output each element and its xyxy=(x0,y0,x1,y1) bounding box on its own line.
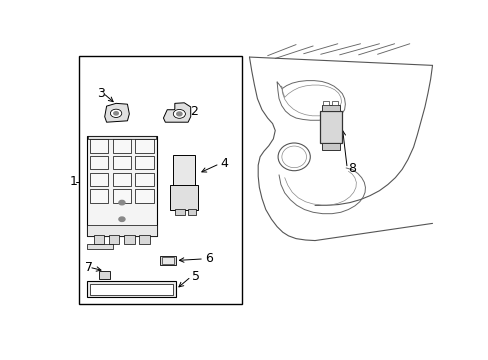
Ellipse shape xyxy=(278,143,310,171)
Bar xyxy=(90,284,173,295)
Bar xyxy=(87,244,113,249)
Bar xyxy=(112,139,131,153)
Bar xyxy=(88,135,156,139)
Text: 8: 8 xyxy=(347,162,356,175)
Circle shape xyxy=(176,112,182,116)
Text: 4: 4 xyxy=(220,157,228,170)
Bar xyxy=(124,235,134,244)
Bar xyxy=(87,281,176,297)
Bar xyxy=(331,100,337,105)
Circle shape xyxy=(173,109,185,118)
Bar xyxy=(322,105,340,111)
Bar xyxy=(90,156,108,169)
Bar xyxy=(109,235,119,244)
Polygon shape xyxy=(163,103,190,122)
Text: 2: 2 xyxy=(189,105,198,118)
Bar xyxy=(162,257,173,264)
Bar xyxy=(79,56,242,304)
Circle shape xyxy=(110,109,122,117)
Bar xyxy=(112,173,131,186)
Bar xyxy=(94,235,104,244)
Bar xyxy=(112,189,131,203)
Text: 6: 6 xyxy=(205,252,213,265)
Ellipse shape xyxy=(281,146,306,168)
Bar xyxy=(90,173,108,186)
Bar xyxy=(135,173,153,186)
Text: 1: 1 xyxy=(69,175,77,188)
Bar xyxy=(87,136,157,236)
Bar xyxy=(173,156,195,186)
Bar xyxy=(135,189,153,203)
Bar xyxy=(90,139,108,153)
Text: 5: 5 xyxy=(191,270,200,283)
Text: 3: 3 xyxy=(97,87,105,100)
Bar xyxy=(90,189,108,203)
Circle shape xyxy=(114,112,118,115)
Bar xyxy=(87,225,157,236)
Bar xyxy=(112,156,131,169)
Bar xyxy=(322,143,340,150)
Bar xyxy=(169,185,198,210)
Bar xyxy=(135,139,153,153)
Circle shape xyxy=(119,201,125,205)
Circle shape xyxy=(119,217,125,221)
Bar xyxy=(175,209,185,215)
Bar xyxy=(160,256,175,265)
Bar xyxy=(99,271,110,279)
Bar xyxy=(135,156,153,169)
Polygon shape xyxy=(104,103,129,122)
Text: 7: 7 xyxy=(84,261,92,274)
Bar xyxy=(188,209,196,215)
Bar xyxy=(322,100,328,105)
Bar xyxy=(139,235,149,244)
Bar xyxy=(320,111,342,143)
